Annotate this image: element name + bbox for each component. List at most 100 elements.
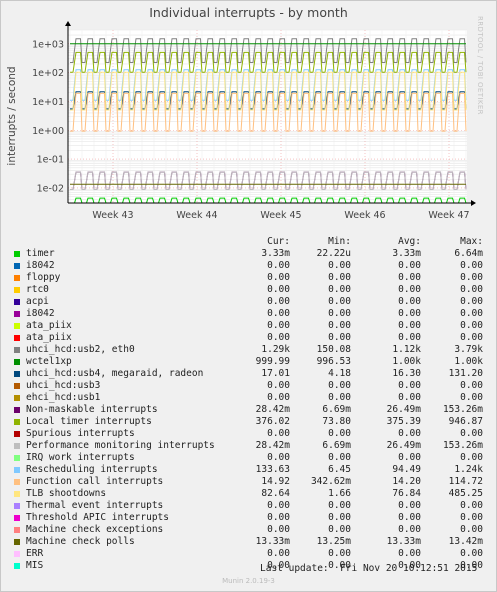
legend-value-max: 0.00	[460, 500, 483, 511]
legend-row: floppy 0.00 0.00 0.00 0.00	[0, 272, 497, 284]
legend-swatch	[14, 539, 20, 545]
legend-value-min: 1.66	[328, 488, 351, 499]
legend-value-avg: 0.00	[398, 500, 421, 511]
legend-value-max: 0.00	[460, 332, 483, 343]
legend-value-avg: 375.39	[386, 416, 421, 427]
legend-swatch	[14, 311, 20, 317]
legend-value-min: 0.00	[328, 380, 351, 391]
legend-value-avg: 0.00	[398, 260, 421, 271]
legend-row: ERR 0.00 0.00 0.00 0.00	[0, 548, 497, 560]
chart-title: Individual interrupts - by month	[149, 5, 348, 20]
legend-value-cur: 0.00	[267, 296, 290, 307]
legend-swatch	[14, 563, 20, 569]
legend-row: TLB shootdowns 82.64 1.66 76.84 485.25	[0, 488, 497, 500]
x-tick-label: Week 45	[260, 210, 301, 221]
legend-value-max: 0.00	[460, 272, 483, 283]
legend-value-avg: 1.00k	[392, 356, 421, 367]
legend-value-cur: 0.00	[267, 332, 290, 343]
legend-value-max: 153.26m	[442, 440, 483, 451]
legend-value-max: 0.00	[460, 428, 483, 439]
legend-value-min: 0.00	[328, 392, 351, 403]
rrdtool-watermark: RRDTOOL / TOBI OETIKER	[476, 16, 484, 115]
series-line	[70, 197, 467, 204]
legend-value-cur: 0.00	[267, 392, 290, 403]
legend-value-max: 0.00	[460, 260, 483, 271]
legend-row: ata_piix 0.00 0.00 0.00 0.00	[0, 332, 497, 344]
legend-value-min: 0.00	[328, 284, 351, 295]
legend-value-cur: 82.64	[261, 488, 290, 499]
legend-row: acpi 0.00 0.00 0.00 0.00	[0, 296, 497, 308]
legend-value-avg: 94.49	[392, 464, 421, 475]
legend-swatch	[14, 491, 20, 497]
legend-swatch	[14, 275, 20, 281]
legend-swatch	[14, 419, 20, 425]
legend-value-avg: 0.00	[398, 320, 421, 331]
last-update: Last update: Fri Nov 20 10:12:51 2015	[260, 563, 478, 574]
legend-row: ata_piix 0.00 0.00 0.00 0.00	[0, 320, 497, 332]
legend-value-max: 0.00	[460, 512, 483, 523]
legend-row: Performance monitoring interrupts 28.42m 6…	[0, 440, 497, 452]
legend-row: wctel1xp 999.99 996.53 1.00k 1.00k	[0, 356, 497, 368]
legend-value-avg: 16.30	[392, 368, 421, 379]
legend-value-cur: 999.99	[255, 356, 290, 367]
legend-row: Thermal event interrupts 0.00 0.00 0.00 0.00	[0, 500, 497, 512]
legend-value-max: 153.26m	[442, 404, 483, 415]
legend-row: ehci_hcd:usb1 0.00 0.00 0.00 0.00	[0, 392, 497, 404]
legend-swatch	[14, 251, 20, 257]
legend-swatch	[14, 515, 20, 521]
legend-value-avg: 0.00	[398, 284, 421, 295]
legend-value-min: 22.22u	[316, 248, 351, 259]
legend-series-name: ata_piix	[26, 320, 72, 331]
legend-swatch	[14, 263, 20, 269]
legend-series-name: Rescheduling interrupts	[26, 464, 158, 475]
legend-value-avg: 26.49m	[386, 440, 421, 451]
legend-row: Local timer interrupts 376.02 73.80 375.39 9…	[0, 416, 497, 428]
legend-value-max: 131.20	[448, 368, 483, 379]
legend-value-max: 0.00	[460, 320, 483, 331]
legend-value-max: 0.00	[460, 392, 483, 403]
legend-value-min: 0.00	[328, 452, 351, 463]
legend-value-avg: 0.00	[398, 512, 421, 523]
series-line	[70, 51, 467, 73]
y-tick-label: 1e-02	[37, 183, 64, 194]
legend-series-name: ehci_hcd:usb1	[26, 392, 101, 403]
legend-swatch	[14, 359, 20, 365]
legend-value-cur: 376.02	[255, 416, 290, 427]
legend-value-max: 0.00	[460, 296, 483, 307]
legend-value-min: 0.00	[328, 548, 351, 559]
legend-value-avg: 0.00	[398, 428, 421, 439]
legend-row: i8042 0.00 0.00 0.00 0.00	[0, 260, 497, 272]
legend-value-min: 0.00	[328, 296, 351, 307]
legend-value-cur: 14.92	[261, 476, 290, 487]
legend-value-max: 0.00	[460, 308, 483, 319]
legend-value-min: 0.00	[328, 428, 351, 439]
legend-value-min: 0.00	[328, 308, 351, 319]
legend-value-max: 1.24k	[454, 464, 483, 475]
legend-value-min: 73.80	[322, 416, 351, 427]
legend-series-name: i8042	[26, 260, 55, 271]
legend-value-max: 485.25	[448, 488, 483, 499]
legend-value-cur: 3.33m	[261, 248, 290, 259]
legend-value-avg: 0.00	[398, 272, 421, 283]
y-axis-arrow	[65, 21, 71, 26]
legend-series-name: MIS	[26, 560, 44, 571]
legend-value-avg: 0.00	[398, 560, 421, 571]
legend-series-name: i8042	[26, 308, 55, 319]
legend-row: IRQ work interrupts 0.00 0.00 0.00 0.00	[0, 452, 497, 464]
legend-series-name: IRQ work interrupts	[26, 452, 135, 463]
legend-series-name: uhci_hcd:usb2, eth0	[26, 344, 135, 355]
legend-value-avg: 0.00	[398, 392, 421, 403]
legend-series-name: Local timer interrupts	[26, 416, 152, 427]
legend-row: uhci_hcd:usb4, megaraid, radeon 17.01 4.18…	[0, 368, 497, 380]
legend-value-avg: 0.00	[398, 332, 421, 343]
legend-series-name: rtc0	[26, 284, 49, 295]
legend-value-max: 0.00	[460, 524, 483, 535]
legend-value-min: 0.00	[328, 272, 351, 283]
legend-swatch	[14, 407, 20, 413]
legend-value-cur: 0.00	[267, 272, 290, 283]
legend-series-name: ERR	[26, 548, 44, 559]
legend-header-max: Max:	[460, 236, 483, 247]
legend-value-cur: 1.29k	[261, 344, 290, 355]
legend-series-name: acpi	[26, 296, 49, 307]
legend-value-cur: 0.00	[267, 500, 290, 511]
